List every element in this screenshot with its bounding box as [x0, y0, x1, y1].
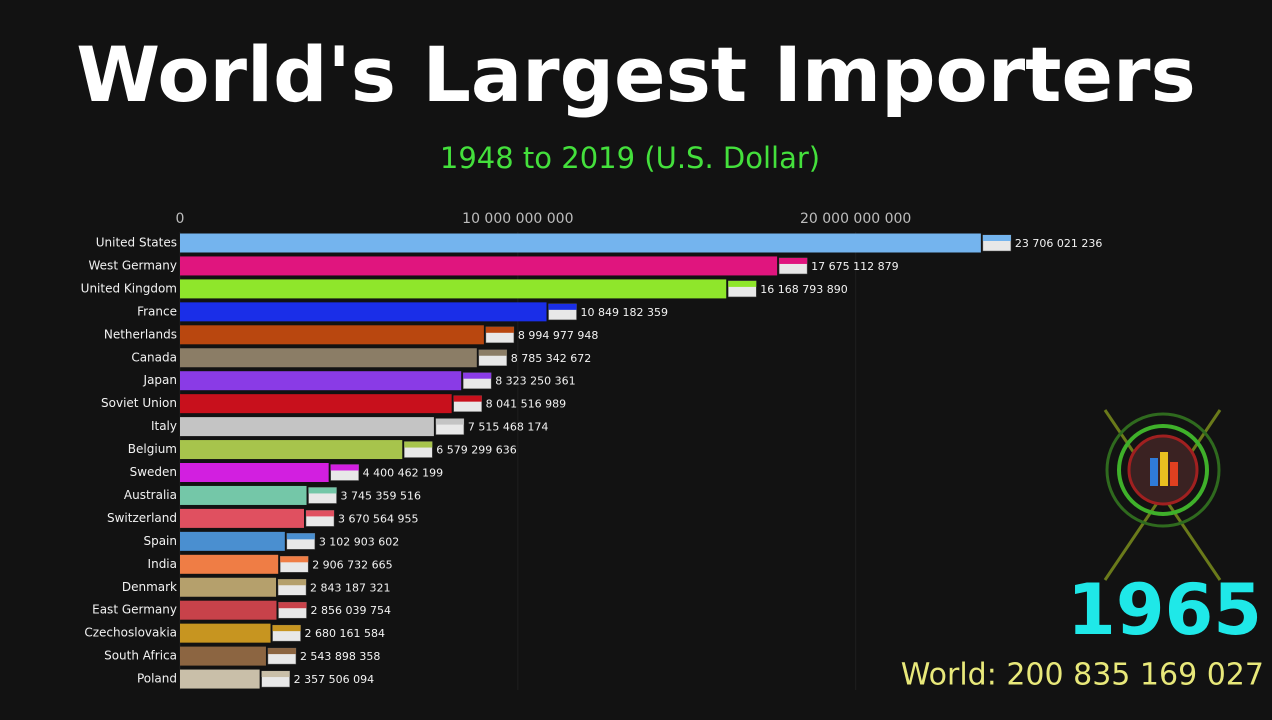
category-label: Italy: [151, 419, 177, 433]
flag-stripe: [548, 303, 577, 310]
flag-stripe: [485, 326, 514, 333]
value-label: 17 675 112 879: [811, 260, 898, 273]
flag-stripe: [261, 671, 290, 678]
category-label: United Kingdom: [81, 281, 177, 295]
category-label: Canada: [131, 350, 177, 364]
value-label: 3 102 903 602: [319, 535, 399, 548]
category-label: Poland: [137, 672, 177, 686]
category-label: Switzerland: [107, 511, 177, 525]
bar: [180, 577, 277, 597]
bar: [180, 669, 260, 689]
bar: [180, 646, 266, 666]
x-tick-label: 20 000 000 000: [800, 211, 911, 227]
bar: [180, 348, 477, 368]
value-label: 3 670 564 955: [338, 512, 418, 525]
category-label: Sweden: [130, 465, 177, 479]
category-label: Soviet Union: [101, 396, 177, 410]
bar: [180, 417, 434, 437]
value-label: 16 168 793 890: [760, 283, 847, 296]
value-label: 10 849 182 359: [581, 306, 668, 319]
bar: [180, 302, 547, 322]
value-label: 4 400 462 199: [363, 467, 443, 480]
logo-bar: [1170, 462, 1178, 486]
flag-stripe: [278, 579, 307, 586]
bar: [180, 256, 778, 276]
category-label: India: [148, 557, 177, 571]
x-tick-label: 0: [176, 211, 185, 227]
category-label: Denmark: [122, 580, 177, 594]
value-label: 7 515 468 174: [468, 421, 548, 434]
value-label: 2 906 732 665: [312, 558, 392, 571]
chart-subtitle: 1948 to 2019 (U.S. Dollar): [440, 141, 820, 175]
category-label: Japan: [143, 373, 177, 387]
flag-stripe: [306, 510, 335, 517]
bar: [180, 600, 277, 620]
flag-stripe: [435, 418, 464, 425]
bar: [180, 485, 307, 505]
category-label: Spain: [143, 534, 177, 548]
logo: [1103, 409, 1222, 581]
bar: [180, 233, 981, 253]
chart-title: World's Largest Importers: [76, 30, 1196, 119]
flag-stripe: [982, 235, 1011, 241]
bar: [180, 394, 452, 414]
value-label: 6 579 299 636: [436, 444, 516, 457]
flag-stripe: [278, 602, 307, 609]
value-label: 8 785 342 672: [511, 352, 591, 365]
value-label: 2 856 039 754: [310, 604, 390, 617]
value-label: 8 323 250 361: [495, 375, 575, 388]
category-label: Australia: [124, 488, 177, 502]
value-label: 2 357 506 094: [294, 673, 374, 686]
flag-stripe: [404, 441, 433, 448]
category-label: Netherlands: [104, 327, 177, 341]
logo-bar: [1160, 452, 1168, 486]
flag-stripe: [330, 464, 359, 471]
total-label: World: 200 835 169 027: [901, 658, 1264, 693]
category-label: South Africa: [104, 649, 177, 663]
logo-bar: [1150, 458, 1158, 486]
value-label: 23 706 021 236: [1015, 237, 1102, 250]
bar: [180, 325, 484, 345]
bar: [180, 554, 279, 574]
bar: [180, 371, 462, 391]
category-label: United States: [96, 236, 177, 250]
bar: [180, 623, 271, 643]
bar: [180, 440, 403, 460]
category-label: Czechoslovakia: [84, 626, 177, 640]
x-tick-label: 10 000 000 000: [462, 211, 573, 227]
logo-ring: [1117, 424, 1209, 516]
flag-stripe: [478, 349, 507, 356]
value-label: 8 994 977 948: [518, 329, 598, 342]
flag-stripe: [267, 648, 296, 655]
flag-stripe: [463, 372, 492, 379]
flag-stripe: [728, 280, 757, 287]
bar: [180, 279, 727, 299]
bar: [180, 463, 329, 482]
bar: [180, 508, 305, 528]
logo-ring: [1105, 412, 1221, 528]
value-label: 8 041 516 989: [486, 398, 566, 411]
value-label: 2 543 898 358: [300, 650, 380, 663]
value-label: 2 680 161 584: [305, 627, 385, 640]
category-label: West Germany: [89, 258, 177, 272]
flag-stripe: [453, 395, 482, 402]
flag-stripe: [779, 257, 808, 264]
category-label: Belgium: [128, 442, 177, 456]
value-label: 2 843 187 321: [310, 581, 390, 594]
flag-stripe: [280, 556, 309, 563]
flag-stripe: [308, 487, 337, 494]
bar: [180, 531, 285, 551]
category-label: France: [137, 304, 177, 318]
flag-stripe: [286, 533, 315, 540]
flag-stripe: [272, 625, 301, 632]
year-label: 1965: [1067, 569, 1262, 651]
category-label: East Germany: [92, 603, 177, 617]
value-label: 3 745 359 516: [341, 489, 421, 502]
